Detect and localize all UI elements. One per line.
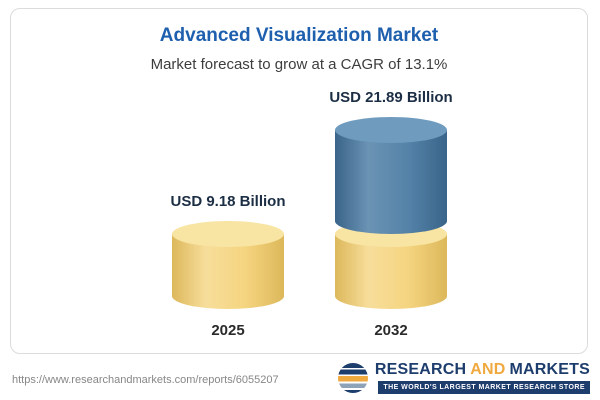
x-axis-label-2032: 2032	[374, 322, 408, 339]
bar-group-2032: USD 21.89 Billion 2032	[306, 89, 476, 339]
bar-chart: USD 9.18 Billion 2025 USD 21.89 Billion …	[11, 84, 587, 339]
logo-tagline: THE WORLD'S LARGEST MARKET RESEARCH STOR…	[378, 381, 590, 394]
logo-name-research: RESEARCH	[374, 361, 467, 378]
logo-name: RESEARCH AND MARKETS	[375, 361, 590, 379]
logo: RESEARCH AND MARKETS THE WORLD'S LARGEST M…	[337, 361, 590, 394]
bar-2032-growth-segment	[335, 116, 447, 234]
source-url: https://www.researchandmarkets.com/repor…	[12, 374, 279, 386]
bar-value-label-2032: USD 21.89 Billion	[329, 88, 453, 106]
bar-2032-base-segment	[335, 220, 447, 309]
bar-value-label-2025: USD 9.18 Billion	[170, 192, 286, 210]
cylinder-2025	[172, 220, 284, 309]
cylinder-2032	[335, 116, 447, 309]
x-axis-label-2025: 2025	[211, 322, 245, 339]
chart-card: Advanced Visualization Market Market for…	[10, 8, 588, 354]
chart-title: Advanced Visualization Market	[159, 25, 439, 46]
chart-subtitle: Market forecast to grow at a CAGR of 13.…	[150, 56, 448, 73]
bar-group-2025: USD 9.18 Billion 2025	[143, 193, 313, 339]
logo-name-and: AND	[470, 361, 506, 378]
bar-2025-base-segment	[172, 220, 284, 309]
logo-wordmark: RESEARCH AND MARKETS THE WORLD'S LARGEST M…	[375, 361, 590, 394]
globe-icon	[337, 362, 368, 393]
logo-name-markets: MARKETS	[509, 361, 590, 378]
